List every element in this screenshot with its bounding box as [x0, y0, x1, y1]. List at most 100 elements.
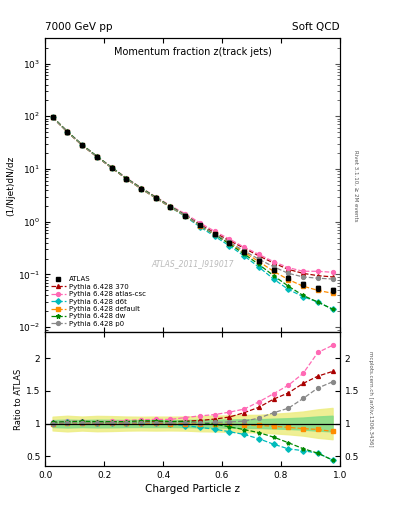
- Pythia 6.428 dw: [271, 272, 276, 279]
- Pythia 6.428 default: [50, 114, 55, 120]
- Pythia 6.428 d6t: [286, 286, 291, 292]
- Pythia 6.428 default: [124, 176, 129, 182]
- Line: Pythia 6.428 default: Pythia 6.428 default: [51, 116, 334, 295]
- Pythia 6.428 d6t: [301, 293, 305, 300]
- Line: Pythia 6.428 dw: Pythia 6.428 dw: [51, 115, 334, 311]
- Pythia 6.428 370: [80, 142, 84, 148]
- Pythia 6.428 d6t: [124, 176, 129, 182]
- Pythia 6.428 p0: [286, 270, 291, 276]
- Pythia 6.428 d6t: [212, 233, 217, 240]
- Pythia 6.428 default: [301, 283, 305, 289]
- Pythia 6.428 atlas-csc: [139, 184, 143, 190]
- Pythia 6.428 370: [257, 253, 261, 259]
- Pythia 6.428 dw: [80, 141, 84, 147]
- Pythia 6.428 d6t: [316, 299, 320, 305]
- Pythia 6.428 atlas-csc: [316, 268, 320, 274]
- Pythia 6.428 atlas-csc: [330, 269, 335, 275]
- Legend: ATLAS, Pythia 6.428 370, Pythia 6.428 atlas-csc, Pythia 6.428 d6t, Pythia 6.428 : ATLAS, Pythia 6.428 370, Pythia 6.428 at…: [49, 274, 148, 329]
- Pythia 6.428 370: [109, 164, 114, 170]
- Pythia 6.428 d6t: [139, 185, 143, 191]
- Pythia 6.428 atlas-csc: [109, 164, 114, 170]
- Pythia 6.428 default: [271, 268, 276, 274]
- Pythia 6.428 default: [227, 240, 232, 246]
- Pythia 6.428 default: [212, 231, 217, 238]
- Pythia 6.428 default: [257, 259, 261, 265]
- Pythia 6.428 dw: [109, 164, 114, 170]
- Pythia 6.428 d6t: [50, 114, 55, 120]
- Text: Momentum fraction z(track jets): Momentum fraction z(track jets): [114, 47, 272, 57]
- Pythia 6.428 370: [271, 260, 276, 266]
- Pythia 6.428 370: [301, 270, 305, 276]
- Pythia 6.428 d6t: [65, 129, 70, 135]
- Pythia 6.428 atlas-csc: [257, 251, 261, 258]
- Pythia 6.428 dw: [198, 222, 202, 228]
- Line: Pythia 6.428 d6t: Pythia 6.428 d6t: [51, 115, 334, 311]
- Pythia 6.428 default: [242, 249, 246, 255]
- Pythia 6.428 dw: [227, 241, 232, 247]
- Text: ATLAS_2011_I919017: ATLAS_2011_I919017: [151, 259, 234, 268]
- Pythia 6.428 dw: [94, 153, 99, 159]
- Y-axis label: mcplots.cern.ch [arXiv:1306.3436]: mcplots.cern.ch [arXiv:1306.3436]: [367, 351, 373, 447]
- Pythia 6.428 370: [212, 229, 217, 236]
- Pythia 6.428 p0: [65, 129, 70, 135]
- Pythia 6.428 d6t: [168, 204, 173, 210]
- Pythia 6.428 d6t: [330, 306, 335, 312]
- Pythia 6.428 atlas-csc: [183, 210, 187, 217]
- Pythia 6.428 default: [94, 154, 99, 160]
- Pythia 6.428 370: [124, 176, 129, 182]
- Pythia 6.428 default: [168, 204, 173, 210]
- Text: 7000 GeV pp: 7000 GeV pp: [45, 22, 113, 32]
- Pythia 6.428 atlas-csc: [168, 203, 173, 209]
- X-axis label: Charged Particle z: Charged Particle z: [145, 484, 240, 494]
- Pythia 6.428 d6t: [183, 214, 187, 220]
- Pythia 6.428 370: [286, 266, 291, 272]
- Pythia 6.428 dw: [139, 185, 143, 191]
- Pythia 6.428 d6t: [153, 195, 158, 201]
- Pythia 6.428 d6t: [227, 243, 232, 249]
- Line: Pythia 6.428 370: Pythia 6.428 370: [51, 115, 334, 279]
- Pythia 6.428 default: [109, 165, 114, 171]
- Pythia 6.428 dw: [183, 212, 187, 218]
- Pythia 6.428 p0: [153, 195, 158, 201]
- Pythia 6.428 default: [139, 186, 143, 192]
- Y-axis label: Rivet 3.1.10, ≥ 2M events: Rivet 3.1.10, ≥ 2M events: [353, 150, 358, 221]
- Pythia 6.428 d6t: [80, 142, 84, 148]
- Pythia 6.428 atlas-csc: [153, 194, 158, 200]
- Pythia 6.428 default: [65, 129, 70, 135]
- Pythia 6.428 atlas-csc: [227, 236, 232, 242]
- Pythia 6.428 d6t: [257, 264, 261, 270]
- Pythia 6.428 p0: [109, 165, 114, 171]
- Y-axis label: (1/Njet)dN/dz: (1/Njet)dN/dz: [6, 155, 15, 216]
- Pythia 6.428 dw: [301, 292, 305, 298]
- Pythia 6.428 d6t: [109, 165, 114, 171]
- Pythia 6.428 370: [242, 245, 246, 251]
- Pythia 6.428 d6t: [94, 154, 99, 160]
- Pythia 6.428 p0: [330, 276, 335, 282]
- Pythia 6.428 p0: [271, 264, 276, 270]
- Pythia 6.428 370: [183, 212, 187, 218]
- Pythia 6.428 p0: [124, 176, 129, 182]
- Pythia 6.428 default: [330, 290, 335, 296]
- Pythia 6.428 default: [198, 223, 202, 229]
- Pythia 6.428 370: [330, 274, 335, 280]
- Pythia 6.428 dw: [50, 114, 55, 120]
- Pythia 6.428 370: [168, 203, 173, 209]
- Pythia 6.428 p0: [212, 231, 217, 237]
- Pythia 6.428 atlas-csc: [124, 175, 129, 181]
- Pythia 6.428 370: [50, 114, 55, 120]
- Pythia 6.428 d6t: [271, 276, 276, 282]
- Pythia 6.428 p0: [316, 275, 320, 281]
- Pythia 6.428 dw: [168, 203, 173, 209]
- Pythia 6.428 default: [286, 276, 291, 283]
- Pythia 6.428 dw: [316, 299, 320, 305]
- Pythia 6.428 dw: [257, 261, 261, 267]
- Pythia 6.428 dw: [242, 251, 246, 257]
- Pythia 6.428 dw: [286, 283, 291, 289]
- Line: Pythia 6.428 p0: Pythia 6.428 p0: [51, 116, 334, 281]
- Pythia 6.428 atlas-csc: [198, 220, 202, 226]
- Pythia 6.428 p0: [227, 239, 232, 245]
- Pythia 6.428 p0: [80, 142, 84, 148]
- Pythia 6.428 atlas-csc: [80, 141, 84, 147]
- Pythia 6.428 p0: [198, 222, 202, 228]
- Pythia 6.428 dw: [153, 194, 158, 200]
